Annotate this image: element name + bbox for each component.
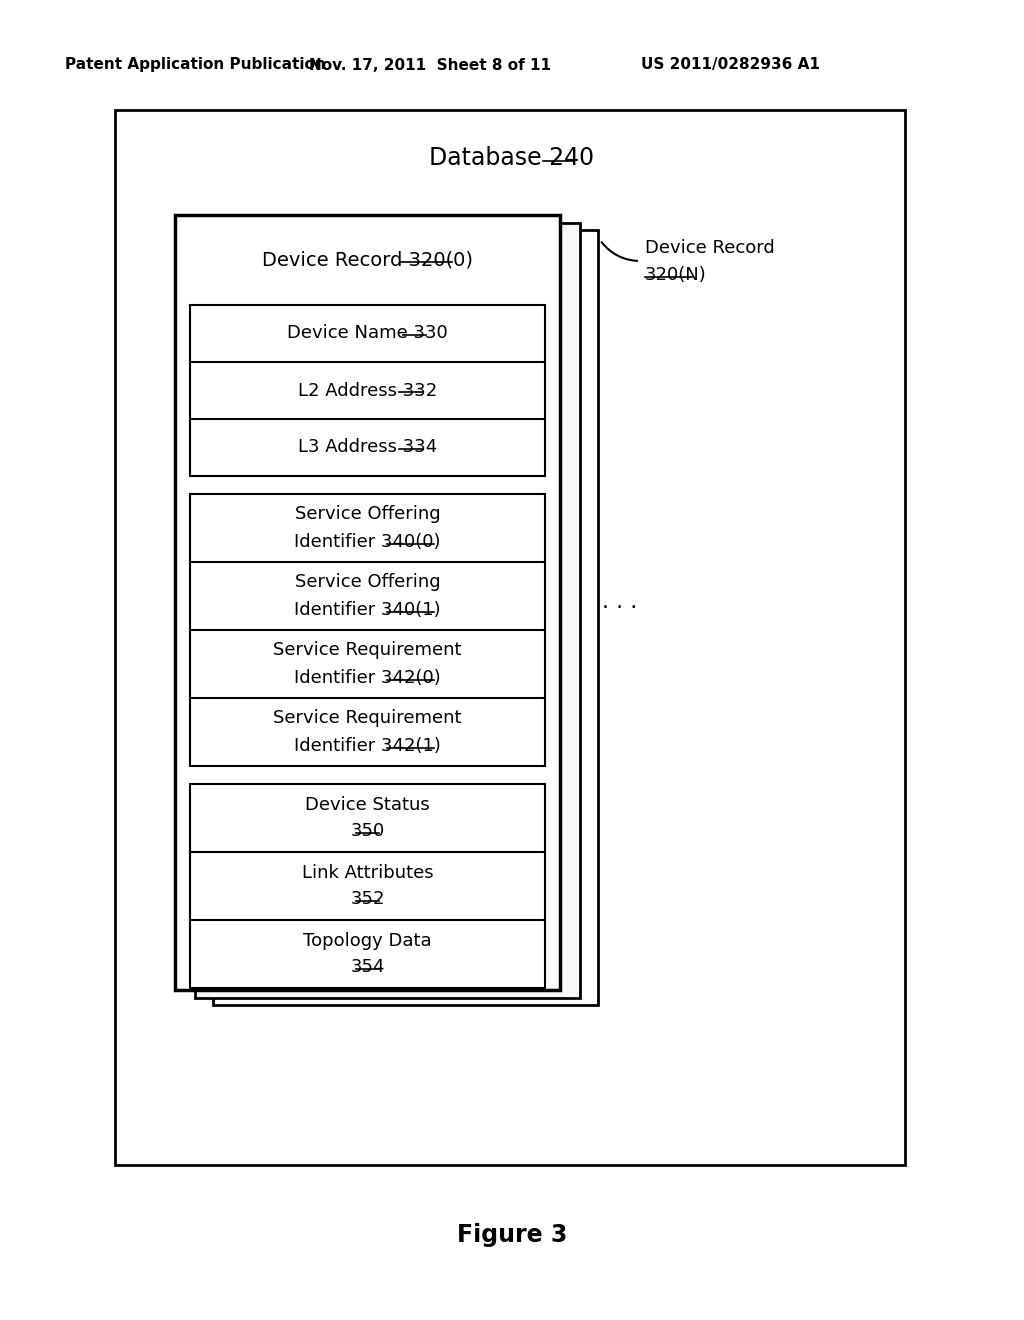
Text: Database 240: Database 240 (429, 147, 595, 170)
Bar (190, 305, 545, 477)
Bar (190, 784, 545, 987)
Text: L2 Address 332: L2 Address 332 (298, 381, 437, 400)
Text: Device Record 320(0): Device Record 320(0) (262, 251, 473, 269)
Text: Device Record: Device Record (645, 239, 775, 257)
Bar (115, 110, 905, 1166)
Text: 352: 352 (350, 890, 385, 908)
Text: Link Attributes: Link Attributes (302, 865, 433, 882)
Bar (175, 215, 560, 990)
Bar (195, 223, 580, 998)
Text: US 2011/0282936 A1: US 2011/0282936 A1 (641, 58, 819, 73)
Text: Identifier 340(1): Identifier 340(1) (294, 601, 440, 619)
Text: . . .: . . . (602, 593, 638, 612)
Text: Service Requirement: Service Requirement (273, 709, 462, 727)
Text: Figure 3: Figure 3 (457, 1224, 567, 1247)
FancyArrowPatch shape (602, 242, 637, 261)
Bar (213, 230, 598, 1005)
Text: L3 Address 334: L3 Address 334 (298, 438, 437, 457)
Text: Identifier 342(1): Identifier 342(1) (294, 737, 441, 755)
Text: Patent Application Publication: Patent Application Publication (65, 58, 326, 73)
Text: Identifier 342(0): Identifier 342(0) (294, 669, 441, 686)
Text: Service Requirement: Service Requirement (273, 642, 462, 659)
Text: 354: 354 (350, 958, 385, 975)
Text: Nov. 17, 2011  Sheet 8 of 11: Nov. 17, 2011 Sheet 8 of 11 (309, 58, 551, 73)
Text: 320(N): 320(N) (645, 267, 707, 284)
Text: Identifier 340(0): Identifier 340(0) (294, 533, 440, 550)
Bar (190, 494, 545, 766)
Text: Device Name 330: Device Name 330 (287, 325, 447, 342)
Text: Topology Data: Topology Data (303, 932, 432, 950)
Text: 350: 350 (350, 822, 385, 840)
Text: Service Offering: Service Offering (295, 573, 440, 591)
Text: Device Status: Device Status (305, 796, 430, 814)
Text: Service Offering: Service Offering (295, 506, 440, 523)
